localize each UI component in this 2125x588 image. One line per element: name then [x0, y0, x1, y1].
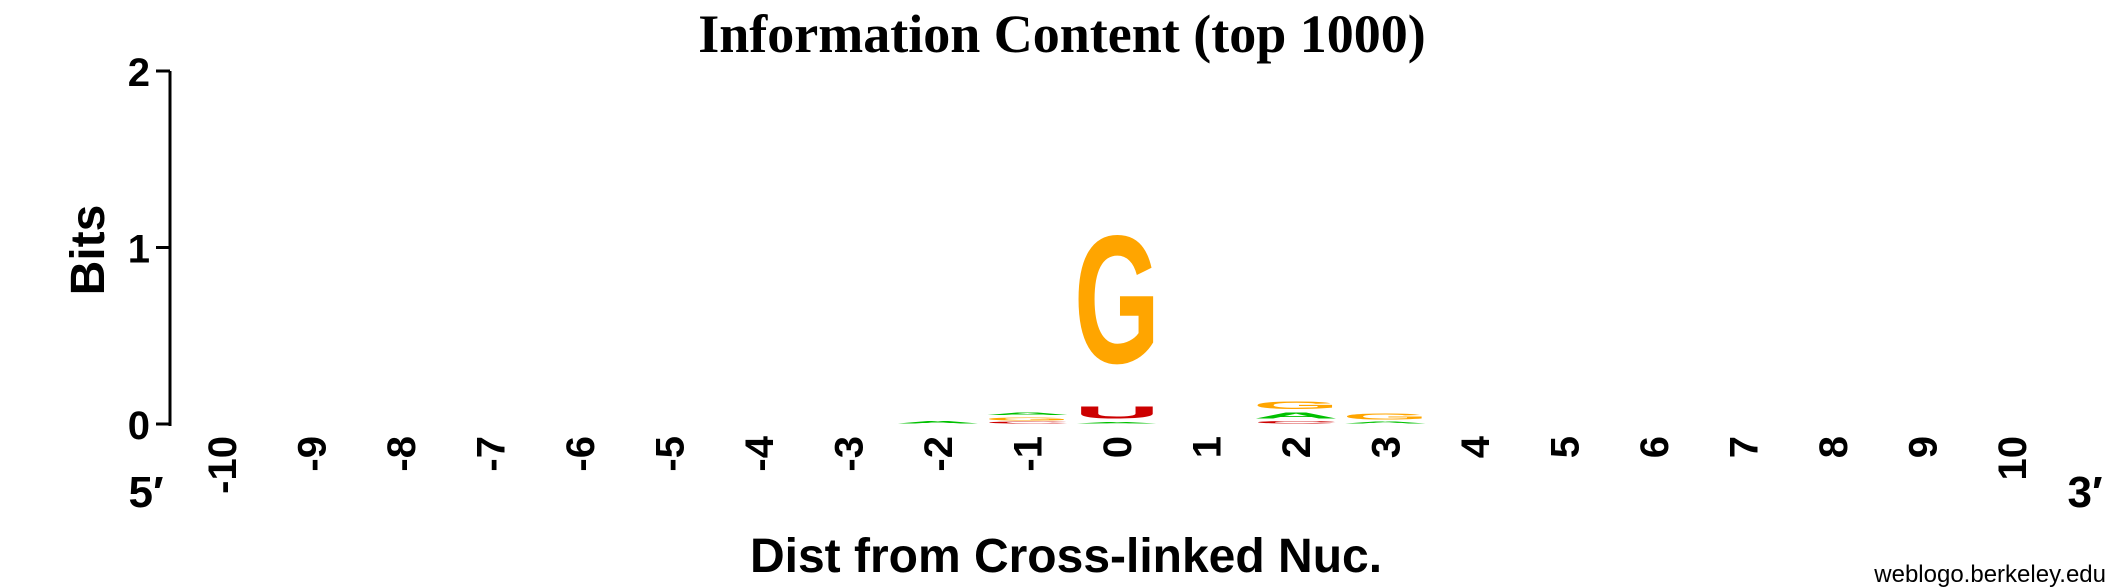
logo-letter-c: C — [985, 421, 1071, 424]
x-axis-tick-labels: -10 -9 -8 -7 -6 -5 -4 -3 -2 -1 0 1 2 3 4 5 6 7 8 9 10 — [201, 435, 2035, 494]
logo-letter-a: A — [895, 420, 981, 424]
x-tick-label: 2 — [1275, 436, 1319, 458]
y-axis-label: Bits — [62, 205, 115, 296]
logo-letter-a: A — [985, 412, 1071, 416]
x-tick-label: -1 — [1007, 436, 1051, 472]
x-tick-label: 8 — [1812, 436, 1856, 458]
logo-letter-glyph: G — [985, 416, 1071, 421]
logo-letter-glyph: A — [1343, 421, 1429, 424]
logo-letter-g: G — [985, 416, 1071, 421]
logo-letter-glyph: G — [1343, 412, 1429, 421]
weblogo-credit: weblogo.berkeley.edu — [1873, 561, 2106, 588]
y-tick-label: 0 — [128, 404, 150, 448]
x-tick-label: 1 — [1186, 436, 1230, 458]
x-tick-label: -4 — [738, 435, 782, 471]
x-tick-label: -6 — [559, 436, 603, 472]
logo-letter-a: A — [1253, 412, 1339, 421]
five-prime-label: 5′ — [128, 468, 163, 517]
x-tick-label: 3 — [1365, 436, 1409, 458]
logo-letter-glyph: A — [895, 420, 981, 424]
chart-title: Information Content (top 1000) — [698, 4, 1425, 64]
y-tick-label: 1 — [128, 228, 150, 272]
x-tick-label: -8 — [380, 436, 424, 472]
logo-letter-glyph: G — [1074, 198, 1160, 403]
x-tick-label: 0 — [1096, 436, 1140, 458]
logo-letter-g: G — [1253, 399, 1339, 411]
x-tick-label: 9 — [1902, 436, 1946, 458]
x-tick-label: -7 — [470, 436, 514, 472]
y-tick-label: 2 — [128, 51, 150, 95]
logo-letter-g: G — [1343, 412, 1429, 421]
logo-letter-a: A — [1074, 422, 1160, 424]
logo-letter-g: G — [1074, 198, 1160, 403]
logo-letter-glyph: A — [1074, 422, 1160, 424]
logo-letter-glyph: C — [1253, 420, 1339, 424]
x-tick-label: -9 — [291, 436, 335, 472]
x-tick-label: 4 — [1454, 435, 1498, 458]
x-tick-label: -5 — [649, 436, 693, 472]
x-tick-label: 5 — [1544, 436, 1588, 458]
logo-letter-u: U — [1074, 403, 1160, 422]
logo-letter-glyph: C — [985, 421, 1071, 424]
x-tick-label: -3 — [828, 436, 872, 472]
logo-letter-a: A — [1343, 421, 1429, 424]
x-tick-label: 10 — [1991, 436, 2035, 481]
x-tick-label: -2 — [917, 436, 961, 472]
logo-letter-glyph: G — [1253, 399, 1339, 411]
x-axis-label: Dist from Cross-linked Nuc. — [750, 530, 1382, 583]
logo-letter-c: C — [1253, 420, 1339, 424]
x-tick-label: 6 — [1633, 436, 1677, 458]
logo-letter-glyph: U — [1074, 403, 1160, 422]
x-tick-label: 7 — [1723, 436, 1767, 458]
x-tick-label: -10 — [201, 436, 245, 494]
logo-letter-glyph: A — [1253, 412, 1339, 421]
logo-letter-glyph: A — [985, 412, 1071, 416]
y-axis-ticks: 0 1 2 — [128, 51, 170, 448]
three-prime-label: 3′ — [2067, 468, 2102, 517]
